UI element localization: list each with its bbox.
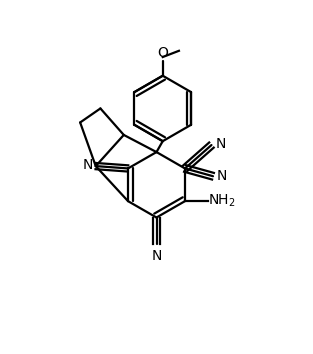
Text: N: N <box>83 158 93 172</box>
Text: N: N <box>217 169 227 183</box>
Text: O: O <box>157 46 168 60</box>
Text: N: N <box>151 249 162 263</box>
Text: NH$_2$: NH$_2$ <box>208 193 236 209</box>
Text: N: N <box>215 137 226 150</box>
